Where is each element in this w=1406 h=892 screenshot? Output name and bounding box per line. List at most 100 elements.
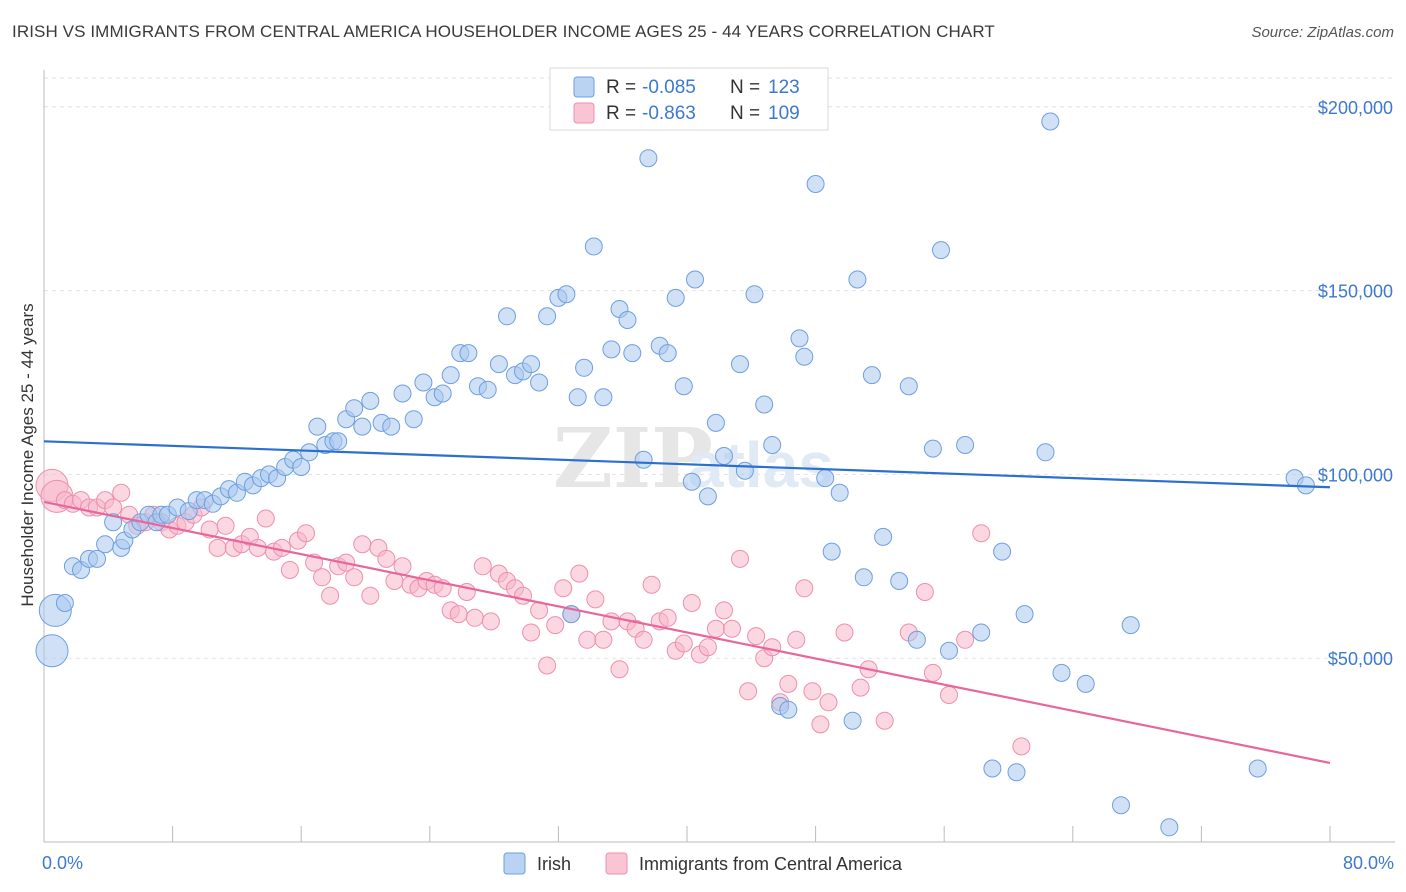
irish-point <box>618 311 637 329</box>
irish-point <box>88 549 106 568</box>
irish-point <box>1248 759 1267 778</box>
irish-point <box>498 307 516 326</box>
irish-point <box>1041 112 1060 131</box>
central-america-point <box>682 594 701 612</box>
irish-point <box>854 568 873 587</box>
irish-point <box>96 535 115 554</box>
central-america-point <box>321 586 340 605</box>
central-america-point <box>698 638 717 657</box>
central-america-point <box>795 579 814 598</box>
irish-point <box>890 572 909 590</box>
irish-point <box>489 355 508 374</box>
x-tick-label-max: 80.0% <box>1343 853 1394 873</box>
central-america-trend-line <box>43 500 1331 765</box>
irish-point <box>822 542 841 561</box>
irish-point <box>35 634 69 668</box>
irish-point <box>830 483 849 502</box>
irish-point <box>731 355 749 374</box>
central-america-points <box>35 468 1031 756</box>
irish-point <box>1007 763 1026 782</box>
central-america-point <box>706 619 725 638</box>
central-america-point <box>377 549 396 568</box>
irish-point <box>1076 674 1095 693</box>
irish-point <box>634 450 653 469</box>
central-america-point <box>851 678 870 697</box>
irish-points <box>35 112 1315 837</box>
central-america-point <box>747 627 766 646</box>
central-america-point <box>256 509 275 528</box>
irish-point <box>393 384 412 403</box>
irish-point <box>843 711 862 730</box>
series-legend: Irish Immigrants from Central America <box>503 852 903 875</box>
irish-point <box>899 377 918 396</box>
legend-r-value-irish: -0.085 <box>642 77 696 98</box>
irish-point <box>345 399 364 418</box>
legend-swatch-central <box>573 102 595 124</box>
irish-point <box>382 417 401 436</box>
irish-trend-line <box>43 440 1331 489</box>
irish-point <box>538 307 557 326</box>
stats-legend-box <box>549 67 829 131</box>
central-america-point <box>819 693 838 712</box>
central-america-point <box>514 586 532 605</box>
irish-point <box>848 270 867 289</box>
y-axis-label: Householder Income Ages 25 - 44 years <box>18 303 37 606</box>
watermark: ZIP atlas <box>553 411 834 507</box>
irish-point <box>300 443 319 462</box>
central-america-point <box>465 608 484 627</box>
gridlines <box>44 77 1395 659</box>
irish-point <box>55 594 74 612</box>
central-america-point <box>875 711 894 730</box>
series-legend-label-irish: Irish <box>537 854 571 874</box>
irish-point <box>602 340 621 359</box>
irish-point <box>1052 663 1071 682</box>
irish-point <box>478 380 497 399</box>
irish-point <box>1015 605 1034 624</box>
central-america-point <box>915 583 934 601</box>
central-america-point <box>361 586 380 605</box>
irish-point <box>923 439 942 458</box>
irish-point <box>404 410 423 429</box>
axes <box>43 70 1395 843</box>
irish-point <box>983 759 1002 778</box>
irish-point <box>353 417 372 436</box>
irish-point <box>1112 796 1130 815</box>
central-america-point <box>216 516 235 535</box>
central-america-point <box>610 660 629 679</box>
central-america-point <box>940 686 958 704</box>
irish-point <box>414 373 433 392</box>
y-tick-label: $150,000 <box>1318 282 1393 302</box>
irish-point <box>682 472 701 491</box>
central-america-point <box>594 630 613 649</box>
irish-point <box>361 391 380 410</box>
irish-point <box>575 358 594 377</box>
irish-point <box>459 344 478 363</box>
irish-point <box>698 487 717 506</box>
central-america-point <box>554 579 573 598</box>
central-america-point <box>634 630 653 649</box>
series-legend-label-central: Immigrants from Central America <box>639 854 903 874</box>
central-america-point <box>1012 737 1031 756</box>
central-america-point <box>248 538 267 557</box>
stats-legend: R = -0.085 N = 123 R = -0.863 N = 109 <box>549 67 829 131</box>
legend-swatch-irish <box>573 76 595 98</box>
central-america-point <box>731 549 749 568</box>
y-tick-label: $200,000 <box>1318 98 1393 118</box>
central-america-point <box>578 630 597 649</box>
chart-title: IRISH VS IMMIGRANTS FROM CENTRAL AMERICA… <box>12 22 995 41</box>
legend-n-label-irish: N = <box>730 77 760 98</box>
series-legend-swatch-irish <box>503 852 526 875</box>
irish-point <box>1036 443 1055 462</box>
legend-n-value-central: 109 <box>768 103 800 124</box>
central-america-point <box>208 538 227 557</box>
central-america-point <box>112 483 131 502</box>
central-america-point <box>972 524 991 543</box>
central-america-point <box>280 561 299 579</box>
irish-point <box>907 630 926 649</box>
irish-point <box>932 241 950 260</box>
legend-r-label-central: R = <box>606 103 636 124</box>
watermark-zip: ZIP <box>553 411 713 507</box>
central-america-point <box>923 663 942 682</box>
irish-point <box>956 436 975 454</box>
